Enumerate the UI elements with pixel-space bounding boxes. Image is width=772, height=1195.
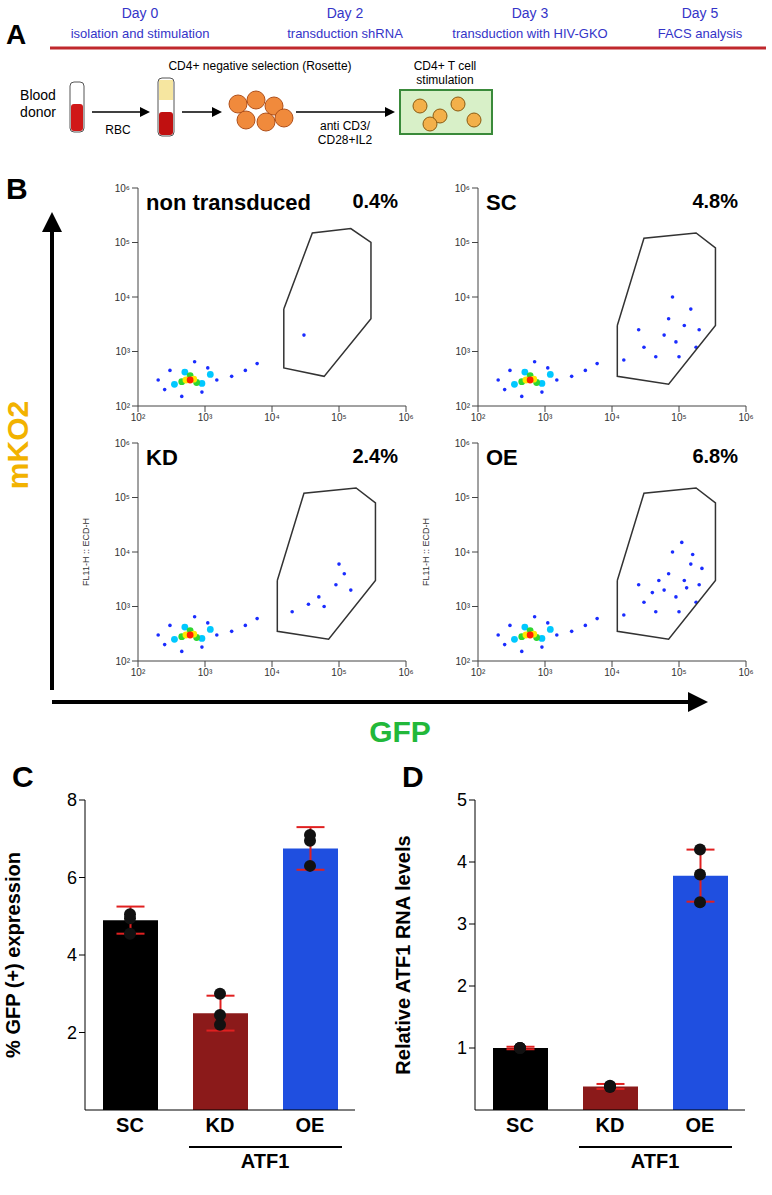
svg-text:10²: 10² — [116, 656, 131, 667]
svg-text:10³: 10³ — [538, 667, 553, 678]
svg-text:10²: 10² — [131, 667, 146, 678]
svg-text:10⁶: 10⁶ — [455, 438, 470, 449]
svg-text:mKO2: mKO2 — [1, 401, 34, 489]
svg-text:10²: 10² — [131, 412, 146, 423]
svg-text:10²: 10² — [471, 667, 486, 678]
svg-text:% GFP (+) expression: % GFP (+) expression — [2, 852, 24, 1058]
svg-text:5: 5 — [457, 790, 467, 810]
svg-text:10⁶: 10⁶ — [738, 667, 753, 678]
svg-text:transduction with HIV-GKO: transduction with HIV-GKO — [452, 26, 607, 41]
svg-text:CD4+ T cell: CD4+ T cell — [414, 59, 477, 73]
html-text:ATF1: ATF1 — [630, 1150, 680, 1172]
svg-text:6: 6 — [67, 868, 77, 888]
svg-text:OE: OE — [686, 1114, 715, 1136]
html-text:ATF1: ATF1 — [240, 1150, 290, 1172]
svg-text:GFP: GFP — [369, 715, 431, 748]
svg-text:10³: 10³ — [538, 412, 553, 423]
svg-text:10⁴: 10⁴ — [604, 667, 619, 678]
svg-text:stimulation: stimulation — [416, 73, 473, 87]
svg-text:10⁴: 10⁴ — [264, 412, 279, 423]
svg-text:KD: KD — [596, 1114, 625, 1136]
svg-text:10⁴: 10⁴ — [264, 667, 279, 678]
svg-text:KD: KD — [206, 1114, 235, 1136]
html-text:B: B — [6, 172, 28, 205]
svg-text:A: A — [6, 19, 26, 50]
svg-text:10⁴: 10⁴ — [455, 547, 470, 558]
html-text:6.8%: 6.8% — [692, 445, 738, 467]
svg-text:isolation and stimulation: isolation and stimulation — [71, 26, 210, 41]
svg-text:10²: 10² — [471, 412, 486, 423]
svg-text:donor: donor — [20, 104, 56, 120]
svg-text:4: 4 — [67, 945, 77, 965]
svg-text:anti CD3/: anti CD3/ — [320, 119, 371, 133]
svg-text:Day 0: Day 0 — [122, 5, 159, 21]
html-text:SC: SC — [486, 190, 517, 215]
svg-text:10²: 10² — [456, 656, 471, 667]
svg-text:CD28+IL2: CD28+IL2 — [318, 133, 373, 147]
html-text:0.4%: 0.4% — [352, 190, 398, 212]
svg-text:10⁶: 10⁶ — [115, 438, 130, 449]
svg-text:10³: 10³ — [456, 601, 471, 612]
svg-text:10²: 10² — [116, 401, 131, 412]
svg-text:10⁴: 10⁴ — [604, 412, 619, 423]
svg-text:10⁵: 10⁵ — [671, 667, 686, 678]
svg-text:10²: 10² — [456, 401, 471, 412]
svg-text:1: 1 — [457, 1038, 467, 1058]
svg-text:OE: OE — [296, 1114, 325, 1136]
svg-text:10⁶: 10⁶ — [455, 183, 470, 194]
svg-text:10⁴: 10⁴ — [455, 292, 470, 303]
svg-text:10³: 10³ — [456, 346, 471, 357]
html-text:4.8%: 4.8% — [692, 190, 738, 212]
html-text:2.4%: 2.4% — [352, 445, 398, 467]
html-text:D: D — [402, 760, 424, 793]
svg-text:RBC: RBC — [105, 123, 131, 137]
svg-text:FL11-H :: ECD-H: FL11-H :: ECD-H — [81, 518, 91, 586]
svg-text:Relative ATF1 RNA levels: Relative ATF1 RNA levels — [392, 835, 414, 1074]
svg-text:Day 3: Day 3 — [512, 5, 549, 21]
svg-text:10⁵: 10⁵ — [115, 237, 130, 248]
svg-text:10⁶: 10⁶ — [115, 183, 130, 194]
svg-text:4: 4 — [457, 852, 467, 872]
svg-text:transduction shRNA: transduction shRNA — [287, 26, 403, 41]
svg-text:10⁴: 10⁴ — [115, 292, 130, 303]
svg-text:10⁵: 10⁵ — [331, 667, 346, 678]
html-text:KD: KD — [146, 445, 178, 470]
svg-text:3: 3 — [457, 914, 467, 934]
svg-text:10³: 10³ — [116, 601, 131, 612]
svg-text:10⁶: 10⁶ — [398, 412, 413, 423]
svg-text:8: 8 — [67, 790, 77, 810]
svg-text:FACS analysis: FACS analysis — [658, 26, 743, 41]
svg-text:Day 5: Day 5 — [682, 5, 719, 21]
svg-text:FL11-H :: ECD-H: FL11-H :: ECD-H — [421, 518, 431, 586]
html-text:non transduced: non transduced — [146, 190, 311, 215]
svg-text:10⁴: 10⁴ — [115, 547, 130, 558]
svg-text:10⁵: 10⁵ — [671, 412, 686, 423]
svg-text:10⁶: 10⁶ — [398, 667, 413, 678]
svg-text:2: 2 — [67, 1023, 77, 1043]
svg-text:10³: 10³ — [198, 412, 213, 423]
svg-text:10⁵: 10⁵ — [455, 492, 470, 503]
svg-text:Blood: Blood — [20, 87, 56, 103]
svg-text:10⁵: 10⁵ — [455, 237, 470, 248]
svg-text:10³: 10³ — [198, 667, 213, 678]
svg-text:SC: SC — [116, 1114, 144, 1136]
svg-text:10⁵: 10⁵ — [115, 492, 130, 503]
svg-text:CD4+ negative selection (Roset: CD4+ negative selection (Rosette) — [168, 59, 351, 73]
svg-text:SC: SC — [506, 1114, 534, 1136]
svg-text:10³: 10³ — [116, 346, 131, 357]
svg-text:2: 2 — [457, 976, 467, 996]
svg-text:10⁵: 10⁵ — [331, 412, 346, 423]
svg-text:Day 2: Day 2 — [327, 5, 364, 21]
html-text:OE: OE — [486, 445, 518, 470]
svg-text:10⁶: 10⁶ — [738, 412, 753, 423]
html-text:C: C — [12, 760, 34, 793]
